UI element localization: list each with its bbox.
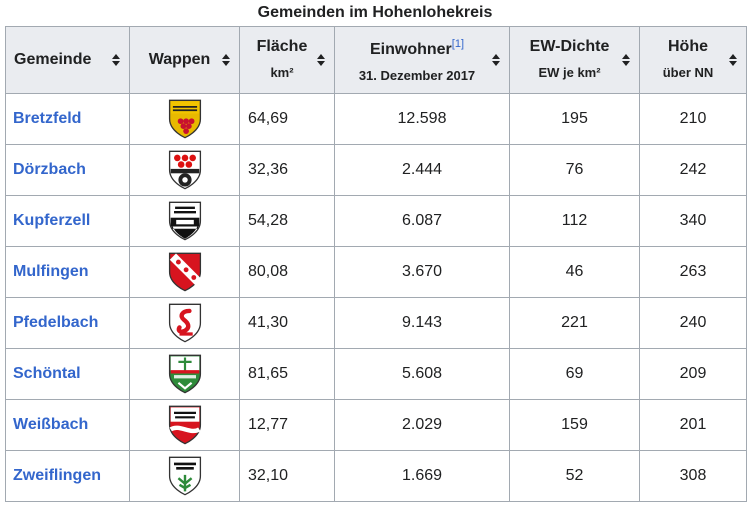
cell-wappen xyxy=(129,450,240,502)
reference-link[interactable]: [1] xyxy=(451,38,464,50)
cell-hoehe: 209 xyxy=(639,348,747,400)
cell-wappen xyxy=(129,348,240,400)
cell-dichte: 69 xyxy=(509,348,640,400)
table-row: Dörzbach 32,36 2.444 76 242 xyxy=(5,144,747,196)
column-header-hoehe[interactable]: Höhe über NN xyxy=(639,26,747,94)
municipality-link[interactable]: Mulfingen xyxy=(13,263,89,280)
cell-dichte: 221 xyxy=(509,297,640,349)
cell-einwohner: 3.670 xyxy=(334,246,510,298)
sort-icon[interactable] xyxy=(621,53,631,67)
table-row: Bretzfeld 64,69 12.598 195 210 xyxy=(5,93,747,145)
cell-hoehe: 240 xyxy=(639,297,747,349)
cell-einwohner: 1.669 xyxy=(334,450,510,502)
table-row: Weißbach 12,77 2.029 159 201 xyxy=(5,399,747,451)
cell-flaeche: 64,69 xyxy=(239,93,335,145)
mulfingen-crest-icon[interactable] xyxy=(163,250,207,294)
sort-icon[interactable] xyxy=(111,53,121,67)
sort-icon[interactable] xyxy=(728,53,738,67)
cell-hoehe: 210 xyxy=(639,93,747,145)
cell-flaeche: 32,36 xyxy=(239,144,335,196)
column-header-einwohner[interactable]: Einwohner[1] 31. Dezember 2017 xyxy=(334,26,510,94)
cell-flaeche: 80,08 xyxy=(239,246,335,298)
cell-einwohner: 9.143 xyxy=(334,297,510,349)
cell-hoehe: 308 xyxy=(639,450,747,502)
cell-flaeche: 32,10 xyxy=(239,450,335,502)
cell-wappen xyxy=(129,195,240,247)
cell-wappen xyxy=(129,93,240,145)
cell-gemeinde: Weißbach xyxy=(5,399,130,451)
column-header-flaeche[interactable]: Fläche km² xyxy=(239,26,335,94)
zweiflingen-crest-icon[interactable] xyxy=(163,454,207,498)
cell-einwohner: 6.087 xyxy=(334,195,510,247)
cell-einwohner: 2.029 xyxy=(334,399,510,451)
table-row: Zweiflingen 32,10 1.669 52 308 xyxy=(5,450,747,502)
cell-wappen xyxy=(129,297,240,349)
column-header-dichte[interactable]: EW-Dichte EW je km² xyxy=(509,26,640,94)
municipalities-table: Gemeinde Wappen Fläche km² Einwohner[1] 31… xyxy=(5,26,747,502)
pfedelbach-crest-icon[interactable] xyxy=(163,301,207,345)
cell-flaeche: 81,65 xyxy=(239,348,335,400)
column-header-gemeinde[interactable]: Gemeinde xyxy=(5,26,130,94)
cell-gemeinde: Bretzfeld xyxy=(5,93,130,145)
municipality-link[interactable]: Zweiflingen xyxy=(13,467,101,484)
cell-flaeche: 12,77 xyxy=(239,399,335,451)
column-header-wappen[interactable]: Wappen xyxy=(129,26,240,94)
doerzbach-crest-icon[interactable] xyxy=(163,148,207,192)
sort-icon[interactable] xyxy=(491,53,501,67)
cell-gemeinde: Dörzbach xyxy=(5,144,130,196)
municipality-link[interactable]: Schöntal xyxy=(13,365,81,382)
cell-dichte: 112 xyxy=(509,195,640,247)
cell-hoehe: 263 xyxy=(639,246,747,298)
table-row: Mulfingen 80,08 3.670 46 263 xyxy=(5,246,747,298)
cell-dichte: 76 xyxy=(509,144,640,196)
municipality-link[interactable]: Kupferzell xyxy=(13,212,91,229)
schoental-crest-icon[interactable] xyxy=(163,352,207,396)
cell-wappen xyxy=(129,399,240,451)
sort-icon[interactable] xyxy=(316,53,326,67)
cell-einwohner: 12.598 xyxy=(334,93,510,145)
cell-gemeinde: Pfedelbach xyxy=(5,297,130,349)
cell-dichte: 195 xyxy=(509,93,640,145)
cell-dichte: 52 xyxy=(509,450,640,502)
cell-gemeinde: Zweiflingen xyxy=(5,450,130,502)
cell-einwohner: 5.608 xyxy=(334,348,510,400)
kupferzell-crest-icon[interactable] xyxy=(163,199,207,243)
cell-hoehe: 340 xyxy=(639,195,747,247)
cell-hoehe: 242 xyxy=(639,144,747,196)
cell-hoehe: 201 xyxy=(639,399,747,451)
table-row: Schöntal 81,65 5.608 69 209 xyxy=(5,348,747,400)
cell-dichte: 159 xyxy=(509,399,640,451)
weissbach-crest-icon[interactable] xyxy=(163,403,207,447)
header-row: Gemeinde Wappen Fläche km² Einwohner[1] 31… xyxy=(5,26,747,94)
cell-flaeche: 54,28 xyxy=(239,195,335,247)
table-caption: Gemeinden im Hohenlohekreis xyxy=(257,4,493,21)
cell-flaeche: 41,30 xyxy=(239,297,335,349)
cell-gemeinde: Kupferzell xyxy=(5,195,130,247)
cell-dichte: 46 xyxy=(509,246,640,298)
cell-wappen xyxy=(129,144,240,196)
municipality-link[interactable]: Weißbach xyxy=(13,416,89,433)
municipality-link[interactable]: Dörzbach xyxy=(13,161,86,178)
table-row: Pfedelbach 41,30 9.143 221 240 xyxy=(5,297,747,349)
cell-wappen xyxy=(129,246,240,298)
cell-gemeinde: Schöntal xyxy=(5,348,130,400)
cell-gemeinde: Mulfingen xyxy=(5,246,130,298)
bretzfeld-crest-icon[interactable] xyxy=(163,97,207,141)
cell-einwohner: 2.444 xyxy=(334,144,510,196)
table-row: Kupferzell 54,28 6.087 112 340 xyxy=(5,195,747,247)
municipality-link[interactable]: Bretzfeld xyxy=(13,110,82,127)
sort-icon[interactable] xyxy=(221,53,231,67)
municipality-link[interactable]: Pfedelbach xyxy=(13,314,99,331)
